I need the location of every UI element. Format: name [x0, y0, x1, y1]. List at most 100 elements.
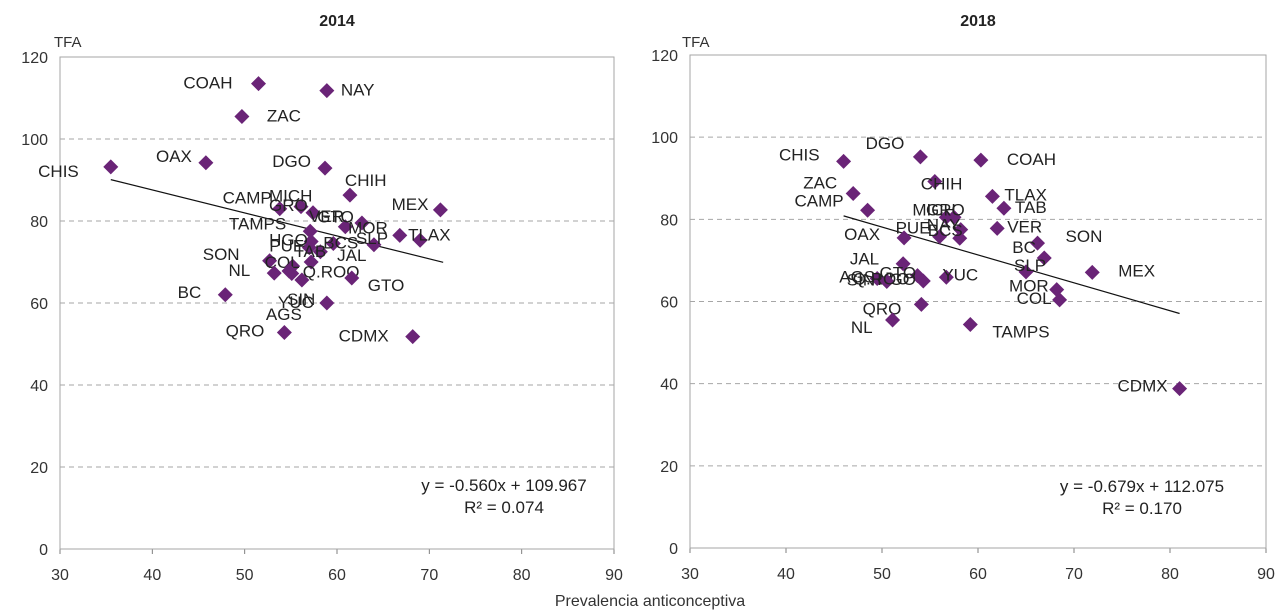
y-tick-label: 0 [39, 542, 48, 559]
data-label: JAL [850, 250, 879, 269]
data-label: CHIS [38, 162, 79, 181]
data-point [962, 317, 978, 333]
data-label: MEX [1118, 261, 1155, 280]
y-tick-label: 40 [30, 378, 48, 395]
data-point [996, 200, 1012, 216]
data-label: CAMP [794, 191, 843, 210]
x-tick-label: 60 [328, 567, 346, 584]
data-label: TAMPS [992, 323, 1049, 342]
data-label: SLP [1014, 256, 1046, 275]
x-tick-label: 80 [513, 567, 531, 584]
data-label: BCS [323, 234, 358, 253]
data-label: PUE [896, 219, 931, 238]
data-label: TLAX [408, 225, 451, 244]
x-tick-label: 70 [420, 567, 438, 584]
data-point [1084, 264, 1100, 280]
data-label: Q.ROO [853, 269, 910, 288]
chart-title: 2018 [960, 13, 996, 30]
data-point [927, 174, 943, 190]
y-tick-label: 80 [660, 212, 678, 229]
data-label: OAX [844, 225, 880, 244]
data-label: ZAC [267, 106, 301, 125]
data-point [1052, 292, 1068, 308]
data-point [1018, 264, 1034, 280]
panel-2018: 2018 TFA 0 20 40 60 80 100 120 30 40 50 60 70 80 90 DGO C… [651, 13, 1275, 583]
y-tick-label: 20 [660, 459, 678, 476]
data-point [915, 273, 931, 289]
data-point [879, 273, 895, 289]
y-axis-label: TFA [682, 34, 710, 51]
y-tick-label: 120 [21, 50, 48, 67]
data-point [984, 188, 1000, 204]
data-point [860, 202, 876, 218]
data-label: Q.ROO [303, 262, 360, 281]
data-point [198, 155, 214, 171]
data-point [266, 265, 282, 281]
data-point [281, 263, 297, 279]
data-label: COAH [183, 74, 232, 93]
data-label: PUE [269, 237, 304, 256]
x-tick-label: 40 [777, 566, 795, 583]
data-point [895, 256, 911, 272]
data-label: BC [1012, 238, 1036, 257]
data-point [262, 253, 278, 269]
data-point [317, 160, 333, 176]
trendline-equation: y = -0.679x + 112.075 [1060, 477, 1224, 496]
data-label: GTO [368, 276, 405, 295]
data-point [932, 229, 948, 245]
x-axis-label: Prevalencia anticonceptiva [555, 593, 745, 610]
data-label: AGS [839, 267, 875, 286]
data-point [405, 329, 421, 345]
data-label: CHIH [345, 171, 387, 190]
y-axis-label: TFA [54, 34, 82, 51]
data-label: TAB [1015, 198, 1047, 217]
data-point [303, 254, 319, 270]
data-point [354, 215, 370, 231]
data-point [251, 76, 267, 92]
data-point [344, 270, 360, 286]
data-label: YUC [942, 265, 978, 284]
data-label: TAB [294, 242, 326, 261]
data-point [1030, 235, 1046, 251]
data-label: YUC [278, 293, 314, 312]
y-tick-label: 120 [651, 48, 678, 65]
data-label: OAX [156, 147, 192, 166]
data-label: SON [1066, 227, 1103, 246]
data-point [1172, 381, 1188, 397]
data-point [276, 325, 292, 341]
data-label: HGO [269, 231, 308, 250]
y-tick-label: 80 [30, 214, 48, 231]
y-tick-label: 20 [30, 460, 48, 477]
data-label: VER [309, 207, 344, 226]
data-point [912, 149, 928, 165]
data-label: CDMX [339, 327, 389, 346]
y-tick-label: 100 [651, 130, 678, 147]
data-point [319, 83, 335, 99]
data-label: NL [228, 261, 250, 280]
r-squared: R² = 0.170 [1102, 499, 1182, 518]
data-point [234, 108, 250, 124]
data-label: MOR [1009, 277, 1049, 296]
y-tick-label: 60 [30, 296, 48, 313]
x-tick-label: 30 [51, 567, 69, 584]
x-tick-label: 90 [1257, 566, 1275, 583]
data-label: NAY [341, 81, 375, 100]
data-point [412, 232, 428, 248]
data-label: GRO [926, 200, 965, 219]
data-point [938, 269, 954, 285]
data-point [885, 312, 901, 328]
x-tick-label: 30 [681, 566, 699, 583]
y-tick-label: 100 [21, 132, 48, 149]
data-point [432, 202, 448, 218]
data-point [301, 240, 317, 256]
data-point [103, 159, 119, 175]
data-point [293, 199, 309, 215]
data-point [294, 272, 310, 288]
data-label: CDMX [1118, 377, 1168, 396]
data-point [973, 152, 989, 168]
data-label: GRO [269, 196, 308, 215]
data-label: SLP [356, 229, 388, 248]
x-tick-label: 80 [1161, 566, 1179, 583]
chart-title: 2014 [319, 13, 355, 30]
